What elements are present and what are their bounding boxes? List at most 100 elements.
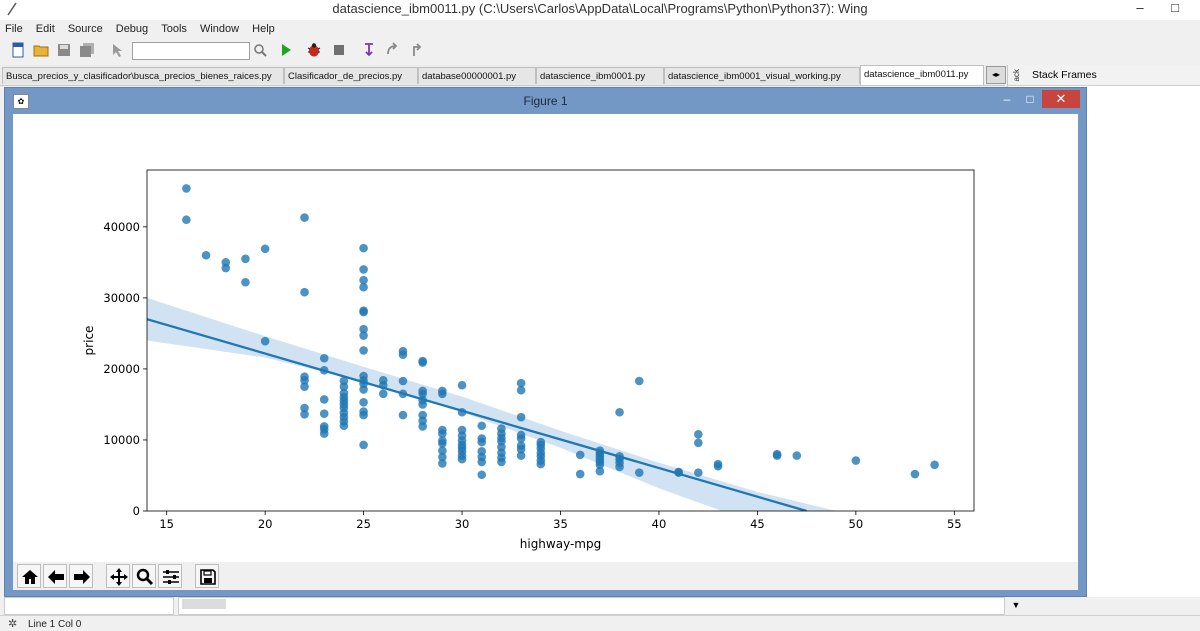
menu-debug[interactable]: Debug: [115, 23, 149, 35]
stack-frames-header: ack Stack Frames: [1008, 65, 1200, 86]
y-axis-label: price: [82, 326, 96, 356]
dropdown-arrow-icon[interactable]: ▼: [1011, 600, 1021, 610]
search-icon[interactable]: [252, 42, 268, 58]
figure-window: Figure 1 ✿ – □ ✕ 15 20 25 30 35 40 45 50 55 0 1000…: [4, 87, 1087, 597]
data-point: [516, 444, 526, 454]
data-point: [339, 382, 349, 391]
menu-bar: File Edit Source Debug Tools Window Help: [0, 20, 1200, 38]
stack-side-tab[interactable]: ack: [1012, 69, 1021, 82]
data-point: [359, 410, 368, 420]
x-tick-label: 45: [750, 517, 765, 531]
data-point: [260, 244, 270, 254]
data-point: [418, 358, 427, 367]
step-into-icon[interactable]: [361, 42, 377, 58]
step-over-icon[interactable]: [385, 42, 401, 58]
wing-feather-icon: [7, 2, 17, 16]
data-point: [477, 421, 487, 431]
toolbar-search-input[interactable]: [132, 42, 250, 60]
data-point: [359, 398, 368, 407]
tab-database[interactable]: database00000001.py: [418, 67, 536, 84]
data-point: [634, 468, 644, 477]
bottom-scroll-thumb[interactable]: [182, 599, 226, 609]
tab-datascience-ibm0001[interactable]: datascience_ibm0001.py: [536, 67, 664, 84]
figure-canvas[interactable]: 15 20 25 30 35 40 45 50 55 0 10000 20000 30000 40000 h…: [13, 114, 1078, 562]
data-point: [359, 243, 368, 253]
data-point: [319, 429, 329, 438]
data-point: [516, 412, 526, 422]
data-point: [359, 265, 368, 274]
data-point: [438, 446, 447, 455]
minimize-button[interactable]: –: [1136, 0, 1144, 15]
bottom-input-field[interactable]: [178, 597, 1005, 615]
menu-source[interactable]: Source: [67, 23, 103, 35]
x-tick-label: 15: [159, 517, 174, 531]
data-point: [398, 410, 408, 420]
regression-line: [147, 318, 807, 511]
data-point: [516, 378, 526, 388]
x-tick-label: 55: [947, 517, 962, 531]
bottom-left-panel: [4, 597, 174, 615]
data-point: [300, 382, 309, 391]
figure-navigation-toolbar: [13, 562, 1078, 590]
status-gear-icon: ✲: [8, 618, 18, 630]
y-tick-label: 30000: [103, 291, 140, 305]
data-point: [339, 421, 349, 431]
menu-edit[interactable]: Edit: [35, 23, 55, 35]
figure-minimize-button[interactable]: –: [1003, 92, 1011, 106]
zoom-button[interactable]: [132, 564, 156, 588]
x-tick-label: 30: [455, 517, 470, 531]
pan-button[interactable]: [106, 564, 130, 588]
back-button[interactable]: [43, 564, 67, 588]
data-point: [792, 451, 802, 460]
tab-scroll-arrows-icon[interactable]: ◂▸: [986, 66, 1006, 84]
x-axis-label: highway-mpg: [520, 537, 601, 551]
forward-button[interactable]: [69, 564, 93, 588]
data-point: [182, 184, 191, 193]
data-point: [359, 385, 368, 394]
menu-help[interactable]: Help: [252, 23, 275, 35]
data-point: [516, 385, 526, 395]
run-icon[interactable]: [278, 42, 294, 58]
debug-bug-icon[interactable]: [306, 42, 322, 58]
plot-area: [147, 184, 939, 511]
tab-datascience-visual-working[interactable]: datascience_ibm0001_visual_working.py: [664, 67, 860, 84]
save-figure-button[interactable]: [195, 564, 219, 588]
data-point: [457, 454, 467, 464]
stop-icon[interactable]: [331, 42, 347, 58]
figure-close-button[interactable]: ✕: [1042, 90, 1080, 108]
step-out-icon[interactable]: [409, 42, 425, 58]
cursor-icon[interactable]: [110, 42, 126, 58]
menu-window[interactable]: Window: [199, 23, 240, 35]
save-icon[interactable]: [56, 42, 72, 58]
stack-frames-title[interactable]: Stack Frames: [1032, 69, 1097, 81]
data-point: [241, 254, 250, 264]
menu-file[interactable]: File: [5, 23, 23, 35]
configure-subplots-button[interactable]: [158, 564, 182, 588]
data-point: [359, 331, 368, 340]
tab-clasificador[interactable]: Clasificador_de_precios.py: [284, 67, 418, 84]
status-line-col: Line 1 Col 0: [28, 619, 82, 630]
tab-datascience-ibm0011[interactable]: datascience_ibm0011.py: [860, 65, 984, 85]
x-tick-label: 35: [553, 517, 568, 531]
data-point: [615, 407, 624, 417]
data-point: [319, 353, 329, 363]
new-file-icon[interactable]: [10, 42, 26, 58]
data-point: [319, 409, 329, 418]
data-point: [359, 346, 368, 355]
magnifier-icon: [136, 568, 154, 586]
tab-busca-precios[interactable]: Busca_precios_y_clasificador\busca_preci…: [2, 67, 284, 84]
data-point: [300, 375, 309, 385]
data-point: [457, 380, 467, 390]
data-point: [418, 422, 427, 431]
data-point: [634, 376, 644, 386]
y-tick-label: 10000: [103, 433, 140, 447]
home-button[interactable]: [17, 564, 41, 588]
figure-maximize-button[interactable]: □: [1026, 92, 1034, 106]
save-all-icon[interactable]: [79, 42, 95, 58]
data-point: [418, 400, 427, 409]
data-point: [713, 461, 723, 471]
menu-tools[interactable]: Tools: [161, 23, 187, 35]
maximize-button[interactable]: □: [1171, 0, 1179, 15]
data-point: [851, 456, 861, 465]
open-folder-icon[interactable]: [33, 42, 49, 58]
